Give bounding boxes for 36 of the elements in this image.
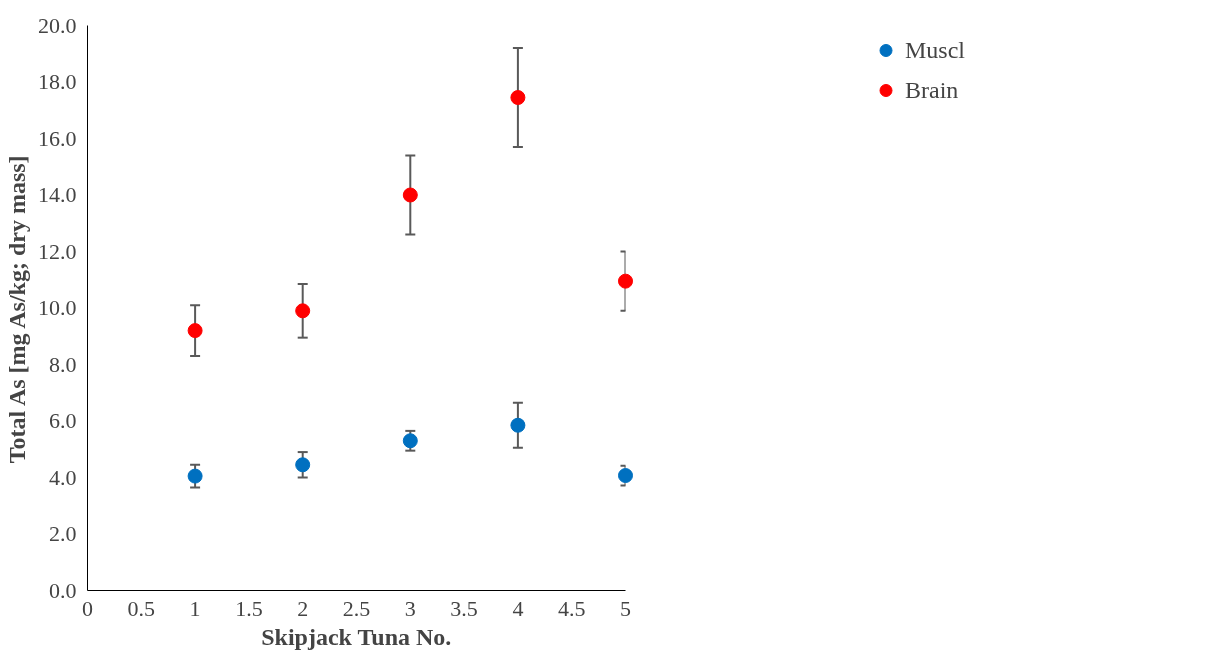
x-axis-title: Skipjack Tuna No.: [261, 623, 452, 650]
y-tick-label: 12.0: [38, 238, 77, 264]
point: [510, 417, 526, 433]
y-tick-label: 10.0: [38, 295, 77, 320]
x-tick-label: 2: [297, 595, 309, 621]
y-tick-label: 0.0: [49, 577, 77, 603]
point: [295, 303, 311, 319]
legend-label: Brain: [905, 76, 959, 104]
x-tick-label: 4: [512, 595, 524, 621]
x-tick-label: 0: [82, 595, 93, 621]
y-tick-label: 14.0: [38, 182, 77, 207]
point: [187, 323, 203, 339]
y-tick-label: 20.0: [38, 12, 77, 38]
point: [618, 468, 633, 484]
legend-label: Muscl: [905, 36, 965, 64]
point: [510, 90, 526, 106]
y-tick-label: 16.0: [38, 125, 77, 151]
x-tick-label: 3.5: [450, 595, 478, 621]
y-axis-title: Total As [mg As/kg; dry mass]: [4, 155, 30, 464]
x-tick-label: 2.5: [342, 595, 371, 621]
x-tick-label: 1.5: [235, 595, 263, 621]
x-tick-label: 1: [189, 595, 201, 621]
x-tick-label: 4.5: [557, 595, 586, 621]
x-tick-label: 3: [404, 595, 416, 621]
y-tick-label: 6.0: [49, 408, 77, 433]
y-tick-label: 18.0: [38, 69, 77, 94]
point: [618, 273, 633, 289]
point: [187, 468, 203, 484]
y-tick-label: 4.0: [49, 464, 77, 490]
x-tick-label: 0.5: [127, 595, 156, 621]
x-tick-label: 5: [620, 595, 631, 621]
y-tick-label: 2.0: [49, 521, 77, 546]
point: [295, 457, 311, 473]
point: [402, 433, 418, 449]
y-tick-label: 8.0: [49, 351, 77, 377]
point: [402, 187, 418, 203]
